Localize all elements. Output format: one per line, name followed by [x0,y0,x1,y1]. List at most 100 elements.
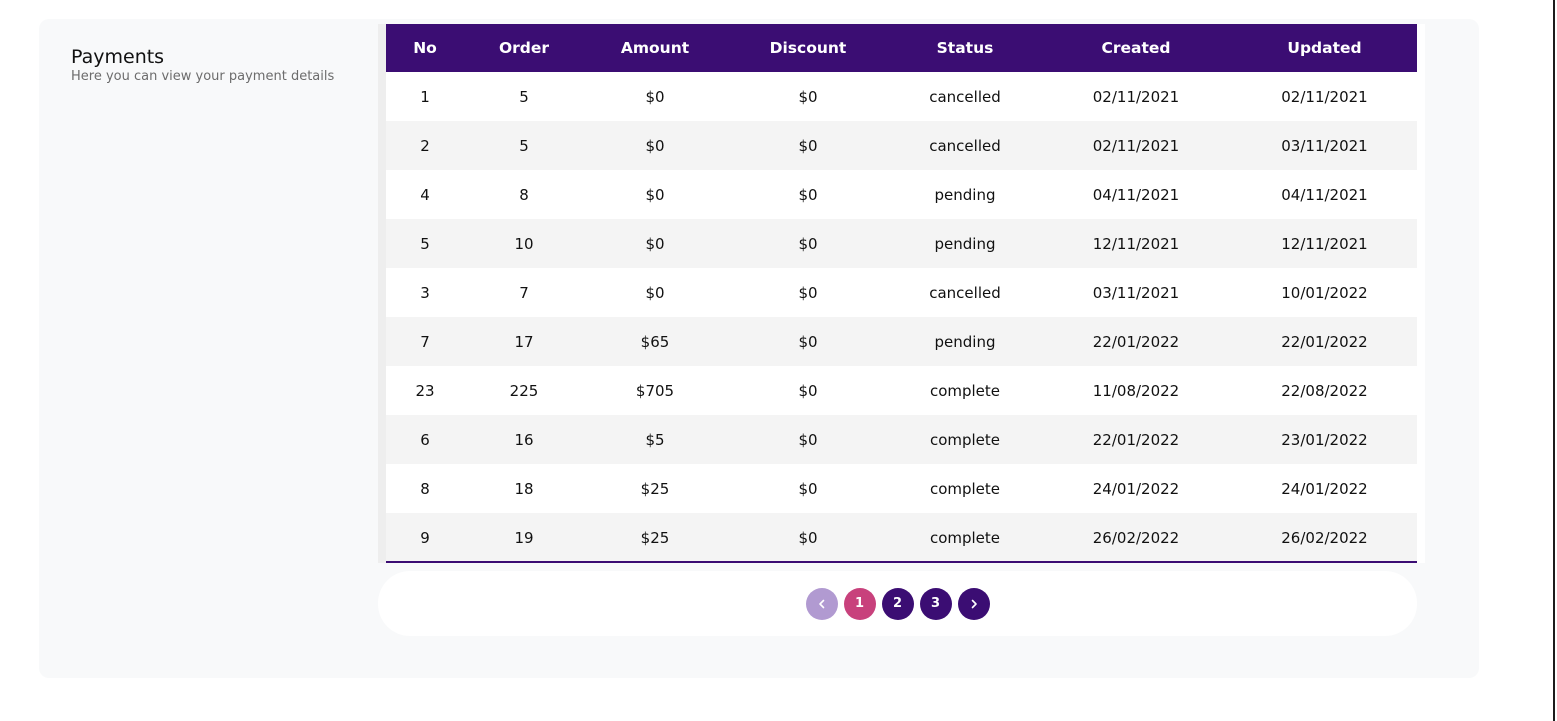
cell-discount: $0 [798,479,818,498]
cell-created: 12/11/2021 [1092,234,1180,253]
cell-updated: 22/08/2022 [1281,381,1368,400]
cell-no: 2 [420,136,430,155]
cell-status: complete [929,430,1001,449]
cell-updated: 23/01/2022 [1281,430,1368,449]
table-row: 1 5 $0 $0 cancelled 02/11/2021 02/11/2021 [386,72,1417,121]
cell-no: 23 [415,381,435,400]
cell-updated: 26/02/2022 [1281,528,1368,547]
payments-table-container: No Order Amount Discount Status Created … [378,24,1425,563]
column-header-updated[interactable]: Updated [1287,39,1362,57]
next-page-button[interactable] [957,587,990,620]
page-button-1[interactable]: 1 [843,587,876,620]
cell-status: pending [934,185,996,204]
cell-order: 10 [514,234,534,253]
window-edge-divider [1553,0,1555,721]
cell-created: 03/11/2021 [1092,283,1180,302]
table-bottom-border [386,561,1417,563]
cell-no: 1 [420,87,430,106]
cell-updated: 22/01/2022 [1281,332,1368,351]
page-button-3[interactable]: 3 [919,587,952,620]
cell-status: pending [934,332,996,351]
cell-updated: 02/11/2021 [1281,87,1368,106]
cell-order: 17 [514,332,534,351]
prev-page-button[interactable] [805,587,838,620]
cell-created: 04/11/2021 [1092,185,1180,204]
section-heading: Payments Here you can view your payment … [71,45,411,86]
cell-order: 7 [519,283,529,302]
table-row: 23 225 $705 $0 complete 11/08/2022 22/08/2022 [386,366,1417,415]
cell-amount: $705 [635,381,675,400]
chevron-right-icon [971,599,977,608]
column-header-no[interactable]: No [413,39,437,57]
cell-created: 02/11/2021 [1092,87,1180,106]
table-row: 9 19 $25 $0 complete 26/02/2022 26/02/2022 [386,513,1417,562]
table-body: 1 5 $0 $0 cancelled 02/11/2021 02/11/2021 2 5 $0 $… [386,72,1417,562]
page-button-2[interactable]: 2 [881,587,914,620]
cell-discount: $0 [798,381,818,400]
table-row: 4 8 $0 $0 pending 04/11/2021 04/11/2021 [386,170,1417,219]
cell-order: 5 [519,136,529,155]
cell-order: 18 [514,479,534,498]
cell-amount: $0 [645,136,665,155]
cell-no: 9 [420,528,430,547]
cell-created: 02/11/2021 [1092,136,1180,155]
cell-order: 225 [509,381,539,400]
table-row: 2 5 $0 $0 cancelled 02/11/2021 03/11/2021 [386,121,1417,170]
table-row: 5 10 $0 $0 pending 12/11/2021 12/11/2021 [386,219,1417,268]
cell-status: cancelled [929,283,1001,302]
cell-discount: $0 [798,430,818,449]
table-header-row: No Order Amount Discount Status Created … [386,24,1417,72]
cell-amount: $0 [645,87,665,106]
pagination: 1 2 3 [378,571,1417,636]
cell-amount: $0 [645,234,665,253]
cell-discount: $0 [798,528,818,547]
cell-order: 19 [514,528,534,547]
cell-no: 3 [420,283,430,302]
table-row: 6 16 $5 $0 complete 22/01/2022 23/01/2022 [386,415,1417,464]
cell-created: 26/02/2022 [1092,528,1180,547]
cell-updated: 04/11/2021 [1281,185,1368,204]
cell-discount: $0 [798,234,818,253]
cell-status: complete [929,528,1001,547]
cell-created: 22/01/2022 [1092,430,1180,449]
cell-amount: $5 [645,430,665,449]
table-row: 8 18 $25 $0 complete 24/01/2022 24/01/2022 [386,464,1417,513]
cell-created: 24/01/2022 [1092,479,1180,498]
page-title: Payments [71,46,165,68]
cell-amount: $0 [645,283,665,302]
cell-no: 4 [420,185,430,204]
cell-status: complete [929,479,1001,498]
page-subtitle: Here you can view your payment details [71,69,335,84]
cell-no: 6 [420,430,430,449]
cell-discount: $0 [798,283,818,302]
column-header-discount[interactable]: Discount [769,39,847,57]
cell-updated: 10/01/2022 [1281,283,1368,302]
column-header-status[interactable]: Status [936,39,994,57]
cell-updated: 24/01/2022 [1281,479,1368,498]
table-row: 7 17 $65 $0 pending 22/01/2022 22/01/2022 [386,317,1417,366]
table-row: 3 7 $0 $0 cancelled 03/11/2021 10/01/2022 [386,268,1417,317]
column-header-amount[interactable]: Amount [620,39,690,57]
cell-discount: $0 [798,87,818,106]
chevron-left-icon [818,599,824,608]
cell-amount: $65 [640,332,670,351]
cell-amount: $25 [640,528,670,547]
cell-discount: $0 [798,136,818,155]
cell-amount: $25 [640,479,670,498]
cell-no: 8 [420,479,430,498]
cell-order: 16 [514,430,534,449]
cell-amount: $0 [645,185,665,204]
column-header-order[interactable]: Order [498,39,550,57]
cell-status: complete [929,381,1001,400]
cell-updated: 12/11/2021 [1281,234,1368,253]
payments-table: No Order Amount Discount Status Created … [386,24,1417,562]
cell-no: 5 [420,234,430,253]
cell-created: 22/01/2022 [1092,332,1180,351]
cell-status: cancelled [929,136,1001,155]
cell-order: 5 [519,87,529,106]
cell-status: pending [934,234,996,253]
cell-updated: 03/11/2021 [1281,136,1368,155]
cell-discount: $0 [798,332,818,351]
column-header-created[interactable]: Created [1101,39,1171,57]
